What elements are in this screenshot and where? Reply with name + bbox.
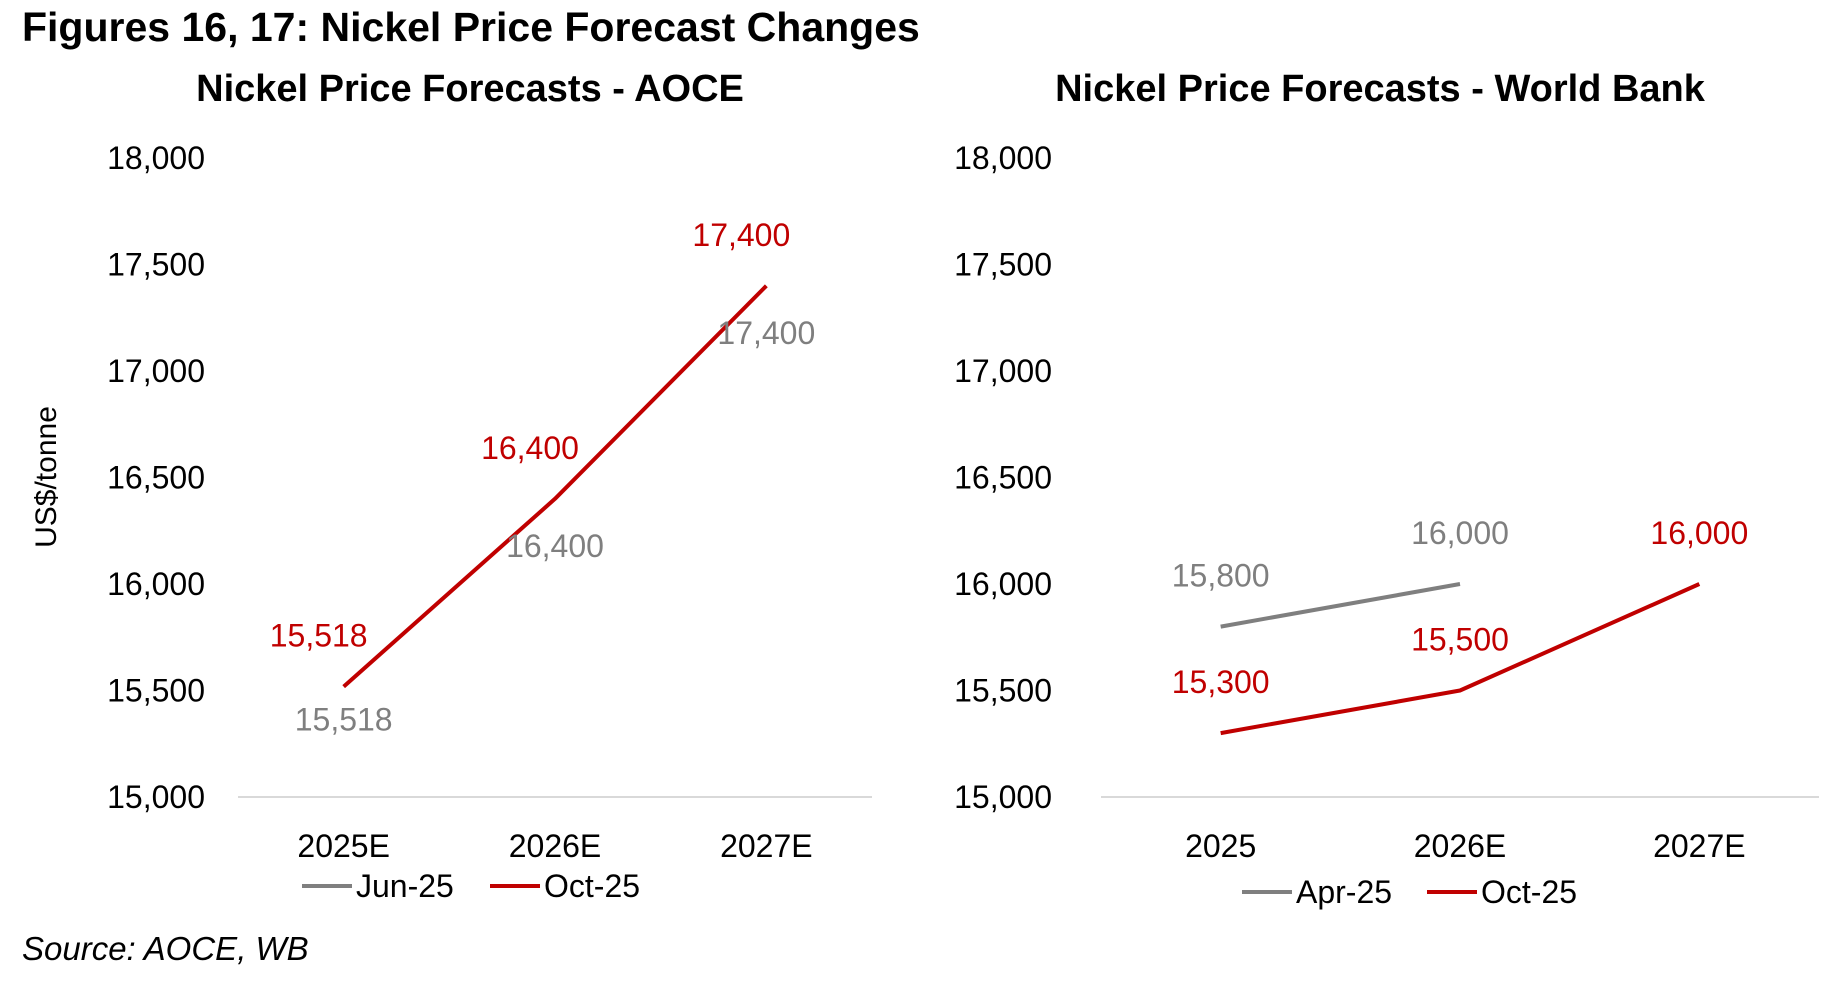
- aoce-data-label: 15,518: [270, 618, 368, 654]
- wb-y-tick-label: 16,000: [954, 566, 1052, 602]
- wb-y-tick-label: 15,500: [954, 673, 1052, 709]
- wb-y-tick-label: 17,000: [954, 353, 1052, 389]
- aoce-y-tick-label: 17,000: [107, 353, 205, 389]
- aoce-y-tick-label: 17,500: [107, 247, 205, 283]
- wb-x-tick-label: 2026E: [1414, 828, 1507, 864]
- figure-title: Figures 16, 17: Nickel Price Forecast Ch…: [22, 4, 920, 50]
- source-note: Source: AOCE, WB: [22, 930, 309, 967]
- aoce-data-label: 15,518: [295, 702, 393, 738]
- wb-y-tick-label: 18,000: [954, 140, 1052, 176]
- aoce-data-label: 16,400: [481, 430, 579, 466]
- wb-y-tick-label: 17,500: [954, 247, 1052, 283]
- wb-legend-label: Apr-25: [1296, 874, 1392, 910]
- aoce-data-label: 17,400: [717, 315, 815, 351]
- aoce-legend-label: Jun-25: [356, 868, 454, 904]
- wb-data-label: 15,300: [1172, 664, 1270, 700]
- wb-y-tick-label: 15,000: [954, 779, 1052, 815]
- wb-y-tick-label: 16,500: [954, 460, 1052, 496]
- wb-x-tick-label: 2025: [1185, 828, 1256, 864]
- wb-data-label: 15,800: [1172, 558, 1270, 594]
- aoce-data-label: 16,400: [506, 528, 604, 564]
- wb-series-line-apr-25: [1220, 582, 1461, 629]
- aoce-y-tick-label: 15,000: [107, 779, 205, 815]
- chart-title-aoce: Nickel Price Forecasts - AOCE: [196, 68, 744, 110]
- aoce-series-line-oct-25: [342, 284, 768, 689]
- aoce-x-tick-label: 2027E: [720, 828, 813, 864]
- aoce-legend-label: Oct-25: [544, 868, 640, 904]
- aoce-x-tick-label: 2026E: [509, 828, 602, 864]
- wb-data-label: 16,000: [1411, 515, 1509, 551]
- aoce-y-tick-label: 18,000: [107, 140, 205, 176]
- chart-title-world-bank: Nickel Price Forecasts - World Bank: [1055, 68, 1705, 110]
- wb-x-tick-label: 2027E: [1653, 828, 1746, 864]
- wb-data-label: 16,000: [1650, 515, 1748, 551]
- aoce-x-tick-label: 2025E: [297, 828, 390, 864]
- aoce-y-axis-title: US$/tonne: [30, 406, 63, 548]
- wb-legend-label: Oct-25: [1481, 874, 1577, 910]
- aoce-y-tick-label: 16,500: [107, 460, 205, 496]
- aoce-y-tick-label: 15,500: [107, 673, 205, 709]
- wb-data-label: 15,500: [1411, 622, 1509, 658]
- aoce-y-tick-label: 16,000: [107, 566, 205, 602]
- aoce-data-label: 17,400: [692, 217, 790, 253]
- wb-series-line-oct-25: [1220, 582, 1701, 736]
